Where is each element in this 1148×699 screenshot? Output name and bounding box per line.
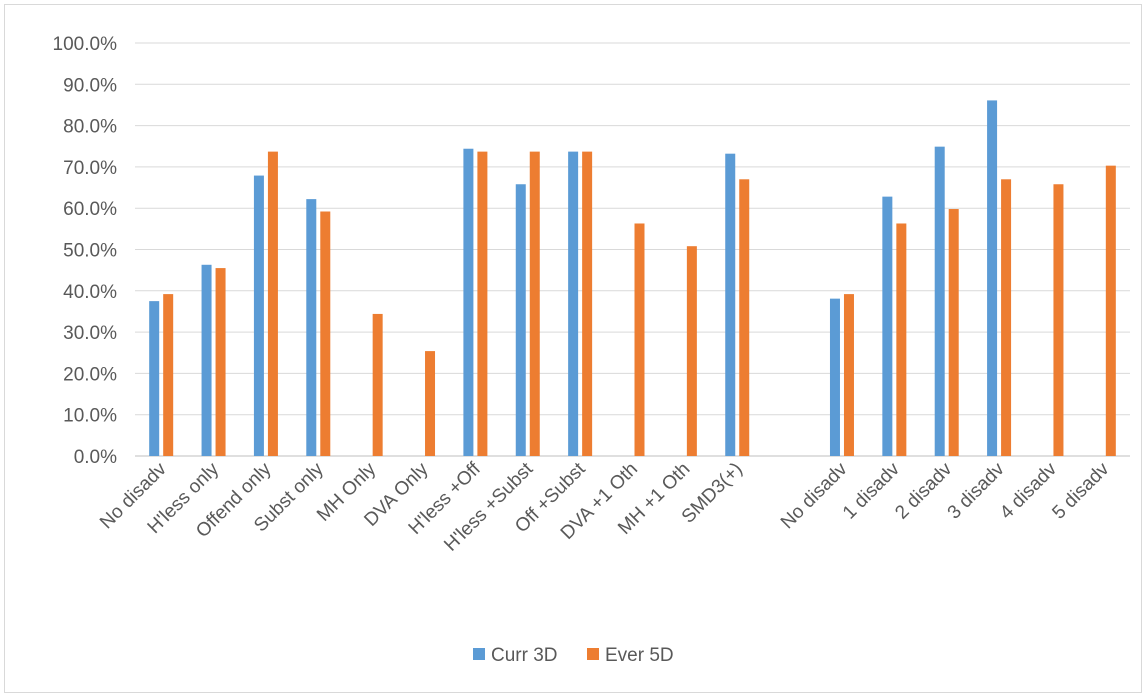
y-tick-label: 80.0%: [63, 117, 117, 138]
y-tick-label: 30.0%: [63, 323, 117, 344]
bar-curr-3d: [568, 151, 579, 456]
bar-ever-5d: [163, 294, 174, 456]
y-axis-ticks: 0.0% 10.0% 20.0% 30.0% 40.0% 50.0% 60.0% 70.0% 8…: [53, 34, 118, 468]
y-tick-label: 60.0%: [63, 199, 117, 220]
bar-ever-5d: [1105, 165, 1116, 456]
bar-curr-3d: [829, 298, 840, 456]
bar-curr-3d: [725, 153, 736, 456]
bar-ever-5d: [1001, 179, 1012, 457]
bar-ever-5d: [686, 246, 697, 456]
y-tick-label: 70.0%: [63, 158, 117, 179]
legend-label-ever-5d: Ever 5D: [605, 645, 674, 666]
bar-curr-3d: [882, 196, 893, 457]
legend-label-curr-3d: Curr 3D: [491, 645, 558, 666]
y-tick-label: 50.0%: [63, 241, 117, 262]
bar-ever-5d: [477, 151, 488, 456]
y-tick-label: 40.0%: [63, 282, 117, 303]
y-tick-label: 10.0%: [63, 406, 117, 427]
x-category-label: 3 disadv: [944, 458, 1009, 523]
x-category-label: 2 disadv: [891, 458, 956, 523]
y-tick-label: 20.0%: [63, 364, 117, 385]
bar-ever-5d: [425, 351, 436, 456]
x-category-label: 1 disadv: [839, 458, 904, 523]
bar-ever-5d: [1053, 184, 1064, 456]
x-category-label: No disadv: [777, 458, 852, 533]
legend-swatch-curr-3d: [473, 648, 485, 660]
bar-curr-3d: [149, 301, 160, 456]
bar-curr-3d: [306, 199, 317, 456]
bar-ever-5d: [372, 313, 383, 456]
bar-ever-5d: [267, 151, 278, 456]
x-category-label: 5 disadv: [1048, 458, 1113, 523]
bar-ever-5d: [948, 209, 959, 456]
bar-ever-5d: [582, 151, 593, 456]
legend: Curr 3D Ever 5D: [473, 645, 674, 666]
x-category-label: 4 disadv: [996, 458, 1061, 523]
bar-ever-5d: [843, 294, 854, 456]
bar-curr-3d: [987, 100, 998, 457]
bars: [149, 100, 1116, 457]
bar-ever-5d: [634, 223, 645, 456]
bar-curr-3d: [515, 184, 526, 456]
legend-swatch-ever-5d: [587, 648, 599, 660]
bar-curr-3d: [253, 175, 264, 456]
y-tick-label: 100.0%: [53, 34, 118, 55]
gridlines: [135, 42, 1130, 457]
bar-ever-5d: [215, 268, 226, 456]
bar-curr-3d: [463, 148, 474, 456]
y-tick-label: 90.0%: [63, 75, 117, 96]
bar-ever-5d: [529, 151, 540, 456]
bar-curr-3d: [201, 264, 212, 456]
bar-ever-5d: [320, 211, 331, 456]
y-tick-label: 0.0%: [74, 447, 117, 468]
bar-curr-3d: [934, 146, 945, 456]
bar-ever-5d: [896, 223, 907, 456]
bar-ever-5d: [739, 179, 750, 457]
